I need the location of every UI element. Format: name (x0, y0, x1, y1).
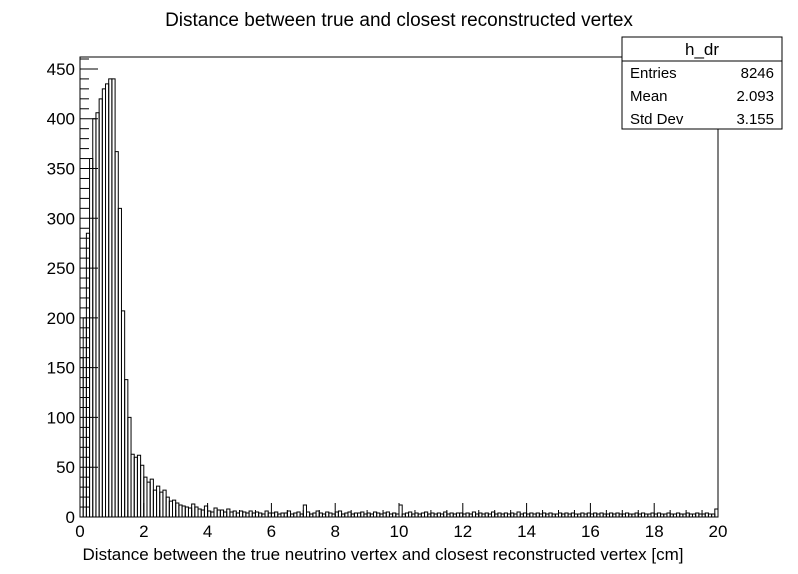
x-tick-label: 2 (139, 522, 148, 541)
stats-box-name: h_dr (685, 40, 719, 59)
x-axis: 0 2 4 6 8 10 12 14 16 18 20 (75, 503, 727, 541)
x-tick-label: 12 (453, 522, 472, 541)
stats-mean-value: 2.093 (736, 88, 774, 105)
y-tick-label: 200 (47, 309, 75, 328)
y-tick-label: 350 (47, 160, 75, 179)
stats-box-frame (621, 36, 783, 130)
y-tick-label: 250 (47, 259, 75, 278)
x-tick-label: 16 (581, 522, 600, 541)
y-tick-label: 0 (66, 508, 75, 527)
x-tick-label: 20 (709, 522, 728, 541)
x-tick-label: 8 (330, 522, 339, 541)
stats-mean-label: Mean (630, 88, 668, 105)
stats-entries-label: Entries (630, 65, 677, 82)
y-axis: 0 50 100 150 200 250 300 350 400 450 (47, 58, 98, 527)
stats-stddev-value: 3.155 (736, 111, 774, 128)
y-tick-label: 400 (47, 110, 75, 129)
y-tick-label: 300 (47, 209, 75, 228)
y-tick-label: 50 (56, 458, 75, 477)
x-tick-label: 14 (517, 522, 536, 541)
histogram-bars (79, 78, 719, 517)
x-tick-label: 0 (75, 522, 84, 541)
x-tick-label: 4 (203, 522, 212, 541)
x-tick-label: 10 (390, 522, 409, 541)
stats-stddev-label: Std Dev (630, 111, 684, 128)
stats-entries-value: 8246 (741, 65, 774, 82)
x-tick-label: 18 (645, 522, 664, 541)
y-tick-label: 450 (47, 60, 75, 79)
stats-box: h_dr Entries 8246 Mean 2.093 Std Dev 3.1… (621, 36, 783, 130)
x-axis-title: Distance between the true neutrino verte… (83, 545, 684, 564)
y-tick-label: 100 (47, 408, 75, 427)
chart-title: Distance between true and closest recons… (165, 10, 633, 31)
x-tick-label: 6 (267, 522, 276, 541)
y-tick-label: 150 (47, 359, 75, 378)
